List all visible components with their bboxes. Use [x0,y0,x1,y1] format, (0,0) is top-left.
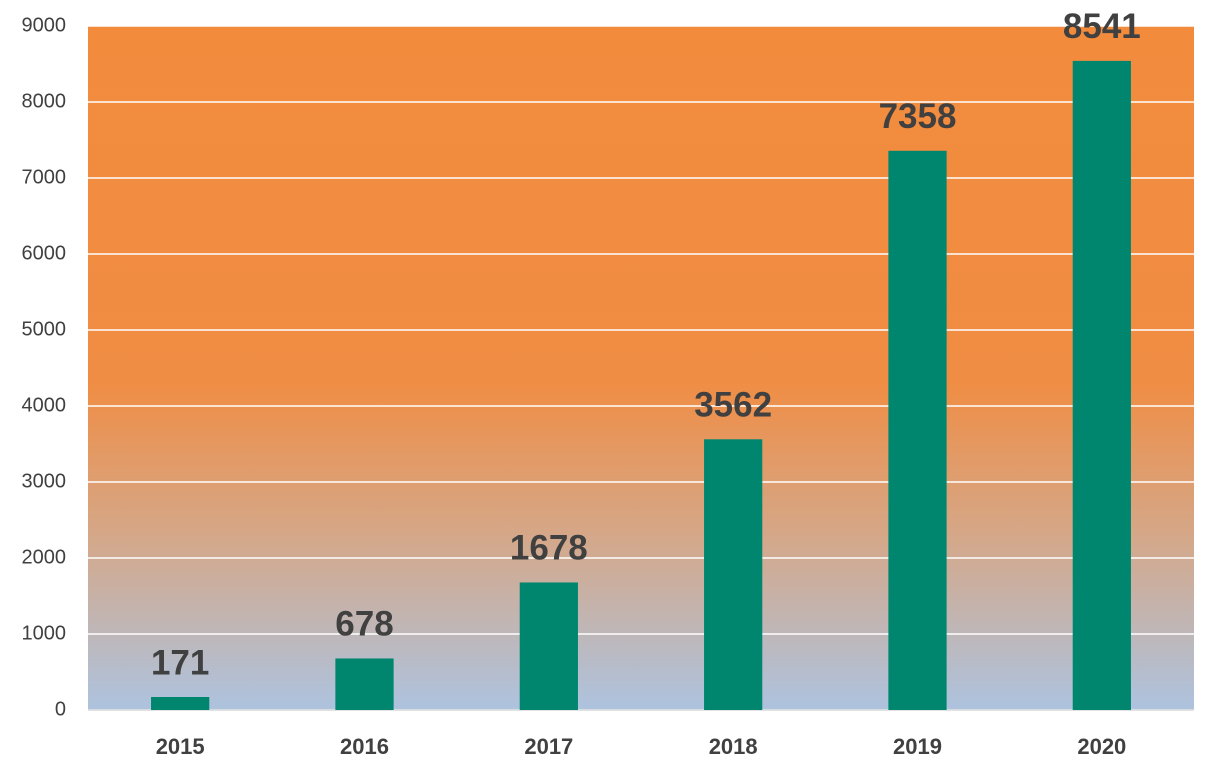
y-tick-label: 6000 [22,242,67,264]
x-tick-label: 2015 [156,734,205,759]
y-tick-label: 4000 [22,394,67,416]
bar [1072,60,1131,711]
data-label: 8541 [1063,7,1141,46]
y-tick-label: 9000 [22,14,67,36]
x-tick-label: 2017 [524,734,573,759]
bar [151,697,210,710]
y-tick-label: 2000 [22,546,67,568]
x-tick-label: 2019 [893,734,942,759]
y-tick-label: 1000 [22,622,67,644]
data-label: 171 [151,643,209,682]
data-label: 678 [335,605,393,644]
plot-background [88,26,1194,710]
x-tick-label: 2020 [1077,734,1126,759]
bar [519,582,578,710]
y-tick-label: 3000 [22,470,67,492]
y-tick-label: 8000 [22,90,67,112]
data-label: 7358 [879,97,957,136]
x-tick-label: 2016 [340,734,389,759]
bar [704,439,763,710]
y-tick-label: 7000 [22,166,67,188]
y-tick-label: 0 [55,698,66,720]
bar [888,150,947,711]
data-label: 3562 [694,386,772,425]
bar [335,658,394,710]
y-tick-label: 5000 [22,318,67,340]
data-label: 1678 [510,529,588,568]
x-tick-label: 2018 [709,734,758,759]
